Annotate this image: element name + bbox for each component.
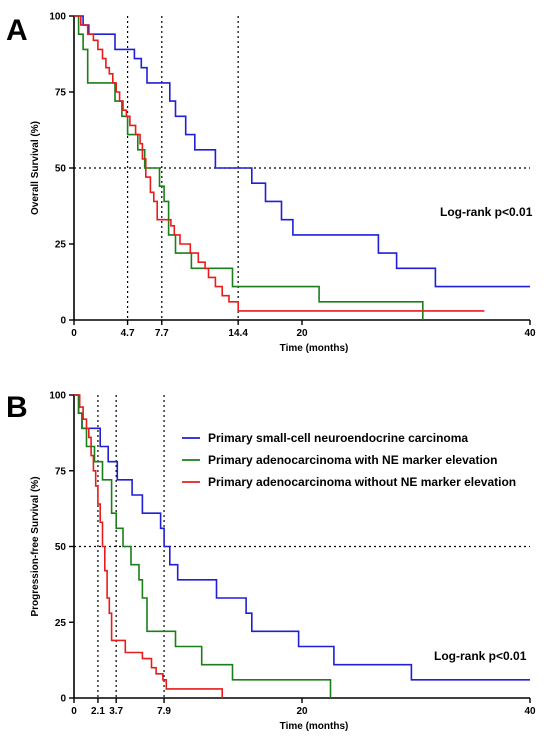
survival-curve-0 (74, 15, 530, 288)
legend-label: Primary small-cell neuroendocrine carcin… (208, 431, 468, 445)
survival-curve-1 (74, 15, 424, 320)
panel-letter-a: A (6, 14, 28, 47)
legend-label: Primary adenocarcinoma without NE marker… (208, 475, 516, 489)
x-tick-label: 7.7 (155, 328, 169, 339)
y-axis-title: Progression-free Survival (%) (30, 476, 41, 616)
survival-curve-1 (74, 394, 332, 698)
y-tick-label: 75 (55, 466, 67, 477)
legend-label: Primary adenocarcinoma with NE marker el… (208, 453, 497, 467)
y-tick-label: 0 (60, 316, 66, 327)
x-tick-label: 14.4 (228, 328, 248, 339)
x-tick-label: 7.9 (157, 706, 171, 717)
y-tick-label: 25 (55, 240, 67, 251)
x-tick-label: 40 (524, 706, 536, 717)
x-tick-label: 20 (296, 706, 308, 717)
progression-free-survival-chart: 0 25 50 75 100 0 2.1 3.7 7.9 20 40 Time (months) Pro… (30, 391, 536, 733)
survival-curve-2 (74, 15, 485, 312)
x-tick-label: 20 (296, 328, 308, 339)
x-axis-title: Time (months) (280, 721, 349, 732)
logrank-annotation: Log-rank p<0.01 (440, 205, 533, 219)
survival-curve-0 (74, 394, 530, 681)
y-axis-title: Overall Survival (%) (30, 121, 41, 215)
x-axis-title: Time (months) (280, 343, 349, 354)
y-tick-label: 50 (55, 542, 67, 553)
overall-survival-chart: 0 25 50 75 100 0 4.7 7.7 14.4 20 40 Time (months) Ov… (30, 12, 536, 355)
y-tick-label: 0 (60, 694, 66, 705)
x-tick-label: 0 (71, 706, 77, 717)
y-tick-label: 50 (55, 164, 67, 175)
panel-letter-b: B (6, 391, 28, 424)
x-tick-label: 4.7 (121, 328, 135, 339)
x-tick-label: 0 (71, 328, 77, 339)
logrank-annotation: Log-rank p<0.01 (434, 649, 527, 663)
y-tick-label: 100 (49, 391, 66, 402)
x-tick-label: 3.7 (109, 706, 123, 717)
y-tick-label: 25 (55, 618, 67, 629)
x-tick-label: 2.1 (91, 706, 105, 717)
y-tick-label: 75 (55, 88, 67, 99)
survival-curve-2 (74, 394, 223, 698)
y-tick-label: 100 (49, 12, 66, 23)
x-tick-label: 40 (524, 328, 536, 339)
